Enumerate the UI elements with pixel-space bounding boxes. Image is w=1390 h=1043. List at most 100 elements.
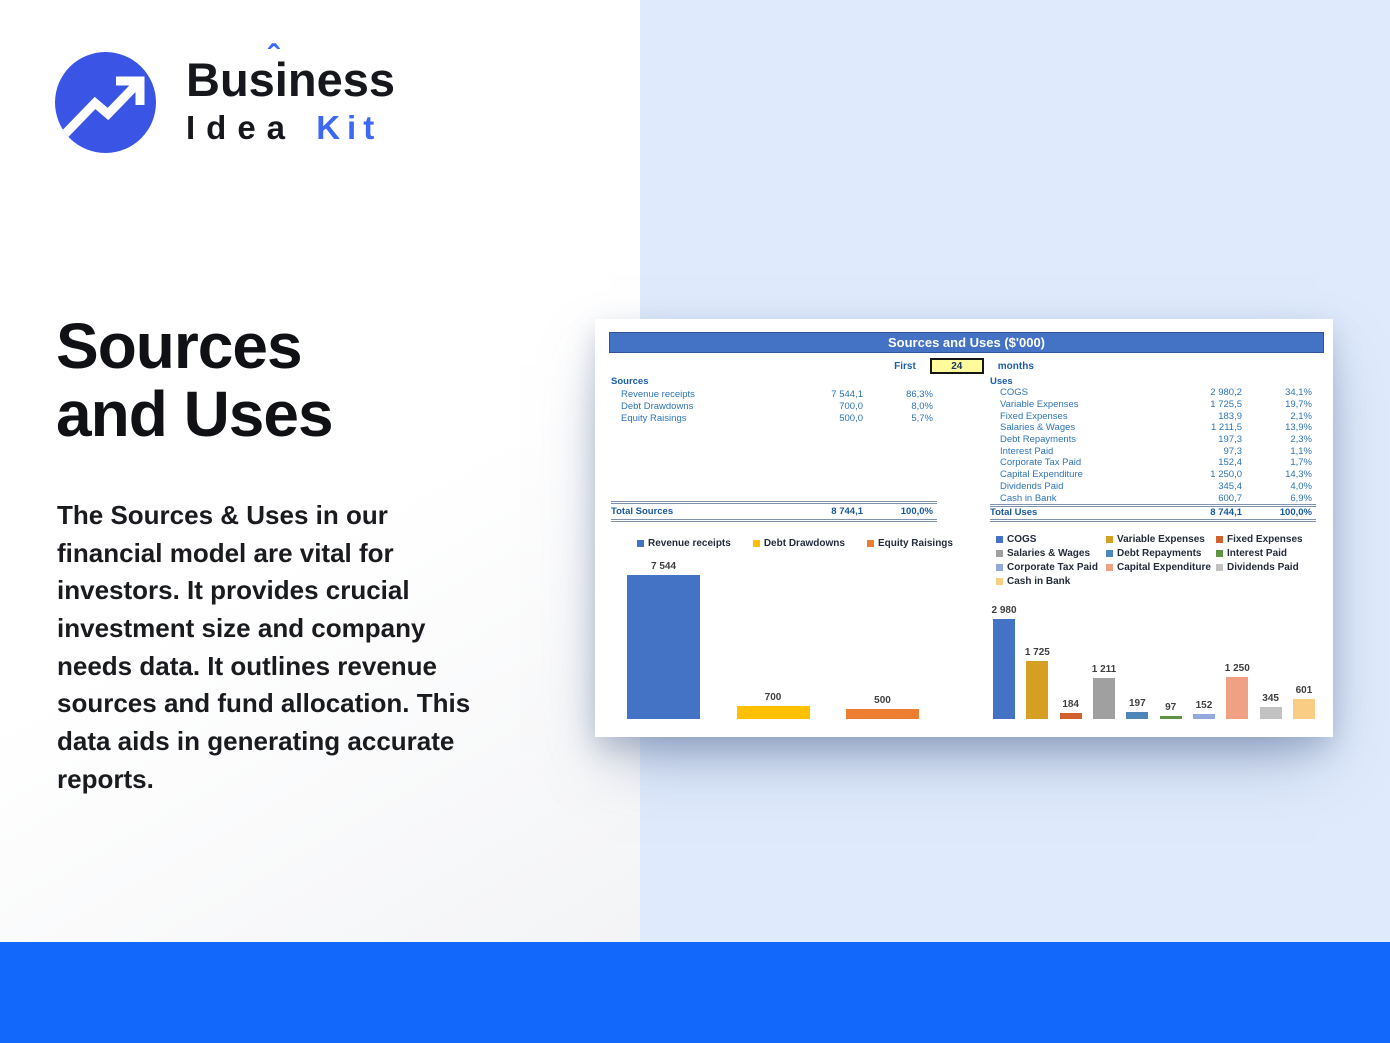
- legend-swatch-icon: [752, 540, 760, 547]
- total-label: Total Sources: [611, 506, 674, 517]
- total-pct: 100,0%: [900, 506, 933, 517]
- total-label: Total Uses: [990, 507, 1038, 519]
- period-row: First 24 months: [595, 358, 1333, 374]
- logo-circle: [55, 52, 156, 153]
- legend-swatch-icon: [996, 578, 1003, 585]
- bar-column: 197: [1126, 698, 1149, 719]
- hero-paragraph: The Sources & Uses in our financial mode…: [57, 500, 471, 794]
- legend-label: Interest Paid: [1227, 548, 1288, 559]
- table-row: Fixed Expenses 183,9 2,1%: [990, 410, 1316, 422]
- legend-label: Salaries & Wages: [1007, 548, 1091, 559]
- bar-value-label: 2 980: [991, 605, 1017, 616]
- page-title-line2: and Uses: [56, 378, 334, 451]
- total-value: 8 744,1: [1210, 507, 1242, 519]
- sources-chart: Revenue receipts Debt Drawdowns Equity Rai…: [627, 538, 953, 719]
- row-value: 1 211,5: [1211, 422, 1242, 434]
- bar-value-label: 700: [764, 691, 782, 703]
- bar-column: 7 544: [627, 561, 700, 719]
- row-value: 183,9: [1218, 410, 1242, 422]
- row-value: 7 544,1: [831, 389, 863, 401]
- row-pct: 8,0%: [911, 401, 933, 413]
- bar: [1292, 698, 1315, 719]
- bar: [1092, 678, 1115, 719]
- legend-item: Cash in Bank: [996, 576, 1106, 587]
- bar-column: 184: [1059, 699, 1082, 719]
- legend-item: Debt Drawdowns: [752, 538, 845, 549]
- bar-column: 97: [1159, 701, 1182, 719]
- row-value: 1 250,0: [1210, 469, 1242, 481]
- bar-value-label: 1 250: [1224, 663, 1250, 675]
- legend-item: Fixed Expenses: [1216, 534, 1318, 545]
- brand-text: Bus: [186, 53, 275, 106]
- bar-value-label: 152: [1195, 699, 1213, 711]
- sources-table-rows: Revenue receipts 7 544,1 86,3% Debt Drawdow…: [611, 389, 937, 424]
- bar-column: 601: [1292, 684, 1315, 719]
- legend-item: COGS: [996, 534, 1106, 545]
- brand-name: Busi ˆ ness Idea Kit: [186, 41, 395, 146]
- row-label: Revenue receipts: [621, 389, 695, 401]
- bar-column: 1 250: [1224, 663, 1250, 719]
- legend-label: Capital Expenditure: [1117, 562, 1211, 573]
- bar: [1026, 661, 1049, 719]
- bar-value-label: 601: [1295, 684, 1313, 696]
- row-label: Cash in Bank: [1000, 492, 1057, 504]
- legend-label: Dividends Paid: [1227, 562, 1299, 573]
- row-value: 152,4: [1218, 457, 1242, 469]
- bar-value-label: 345: [1262, 693, 1279, 705]
- row-label: Corporate Tax Paid: [1000, 457, 1082, 469]
- table-row: Dividends Paid 345,4 4,0%: [990, 481, 1316, 493]
- brand-text: ness: [287, 53, 395, 106]
- table-row: Debt Drawdowns 700,0 8,0%: [611, 401, 937, 413]
- row-pct: 1,7%: [1290, 457, 1312, 469]
- bar: [1126, 712, 1149, 719]
- legend-item: Equity Raisings: [866, 538, 953, 549]
- bar-column: 152: [1192, 699, 1215, 719]
- charts-row: Revenue receipts Debt Drawdowns Equity Rai…: [627, 522, 1315, 719]
- uses-chart: COGS Variable Expenses Fixed Expenses Salar…: [991, 534, 1315, 719]
- legend-swatch-icon: [996, 536, 1003, 543]
- legend-item: Capital Expenditure: [1106, 562, 1216, 573]
- bar-column: 500: [846, 695, 919, 719]
- uses-table: Uses COGS 2 980,2 34,1% Variable Expenses 1 …: [990, 376, 1316, 522]
- bar-value-label: 97: [1165, 701, 1177, 713]
- brand-idea: Idea: [186, 109, 297, 146]
- table-row: Variable Expenses 1 725,5 19,7%: [990, 399, 1316, 411]
- legend-label: Debt Repayments: [1117, 548, 1202, 559]
- row-label: Interest Paid: [1000, 445, 1054, 457]
- legend-swatch-icon: [1106, 550, 1113, 557]
- footer-bar: [0, 942, 1390, 1043]
- legend-label: Debt Drawdowns: [763, 538, 845, 549]
- table-row: Salaries & Wages 1 211,5 13,9%: [990, 422, 1316, 434]
- caret-icon: ˆ: [267, 39, 280, 77]
- row-label: Dividends Paid: [1000, 480, 1064, 492]
- bar: [736, 705, 810, 719]
- total-pct: 100,0%: [1279, 507, 1312, 519]
- bar: [846, 709, 919, 719]
- background-left: [0, 0, 640, 942]
- legend-swatch-icon: [1216, 536, 1223, 543]
- row-pct: 4,0%: [1290, 480, 1312, 492]
- period-input[interactable]: 24: [929, 358, 984, 374]
- table-row: Debt Repayments 197,3 2,3%: [990, 434, 1316, 446]
- bars: 2 980 1 725 184 1 211 197 97 152 1 250 345 601: [991, 599, 1315, 719]
- bar: [1259, 707, 1282, 719]
- report-card: Sources and Uses ($'000) First 24 months…: [595, 319, 1333, 737]
- bar-value-label: 1 725: [1024, 647, 1050, 659]
- row-pct: 2,3%: [1290, 434, 1312, 446]
- legend-label: Corporate Tax Paid: [1007, 562, 1098, 573]
- row-value: 97,3: [1223, 445, 1243, 457]
- row-value: 700,0: [839, 401, 863, 413]
- total-value: 8 744,1: [831, 506, 863, 517]
- table-row: Interest Paid 97,3 1,1%: [990, 445, 1316, 457]
- table-row: Equity Raisings 500,0 5,7%: [611, 412, 937, 424]
- uses-table-rows: COGS 2 980,2 34,1% Variable Expenses 1 725,5…: [990, 387, 1316, 504]
- legend-item: Debt Repayments: [1106, 548, 1216, 559]
- uses-table-header: Uses: [990, 376, 1013, 387]
- uses-chart-legend: COGS Variable Expenses Fixed Expenses Salar…: [996, 534, 1315, 587]
- row-pct: 1,1%: [1290, 445, 1312, 457]
- row-label: Variable Expenses: [1000, 399, 1079, 411]
- row-pct: 34,1%: [1285, 387, 1312, 399]
- row-value: 500,0: [839, 412, 863, 424]
- bar: [993, 619, 1015, 719]
